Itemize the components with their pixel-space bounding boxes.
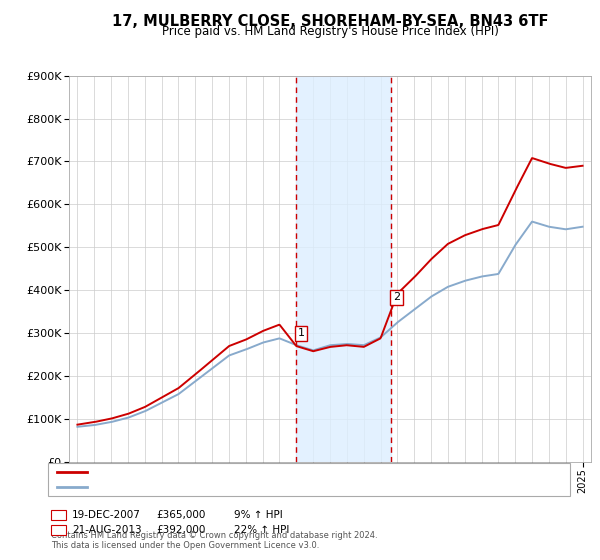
Text: 17, MULBERRY CLOSE, SHOREHAM-BY-SEA, BN43 6TF: 17, MULBERRY CLOSE, SHOREHAM-BY-SEA, BN4…: [112, 14, 548, 29]
Text: HPI: Average price, detached house, Adur: HPI: Average price, detached house, Adur: [91, 483, 299, 492]
Text: 2: 2: [393, 292, 400, 302]
Text: 21-AUG-2013: 21-AUG-2013: [72, 525, 142, 535]
Text: Price paid vs. HM Land Registry's House Price Index (HPI): Price paid vs. HM Land Registry's House …: [161, 25, 499, 38]
Text: £392,000: £392,000: [156, 525, 205, 535]
Text: 22% ↑ HPI: 22% ↑ HPI: [234, 525, 289, 535]
Text: 9% ↑ HPI: 9% ↑ HPI: [234, 510, 283, 520]
Bar: [296, 76, 391, 462]
Text: Contains HM Land Registry data © Crown copyright and database right 2024.
This d: Contains HM Land Registry data © Crown c…: [51, 530, 377, 550]
Text: 19-DEC-2007: 19-DEC-2007: [72, 510, 141, 520]
Text: 1: 1: [298, 328, 304, 338]
Text: 17, MULBERRY CLOSE, SHOREHAM-BY-SEA, BN43 6TF (detached house): 17, MULBERRY CLOSE, SHOREHAM-BY-SEA, BN4…: [91, 467, 446, 477]
Text: £365,000: £365,000: [156, 510, 205, 520]
Text: 2: 2: [55, 525, 62, 535]
Text: 1: 1: [55, 510, 62, 520]
